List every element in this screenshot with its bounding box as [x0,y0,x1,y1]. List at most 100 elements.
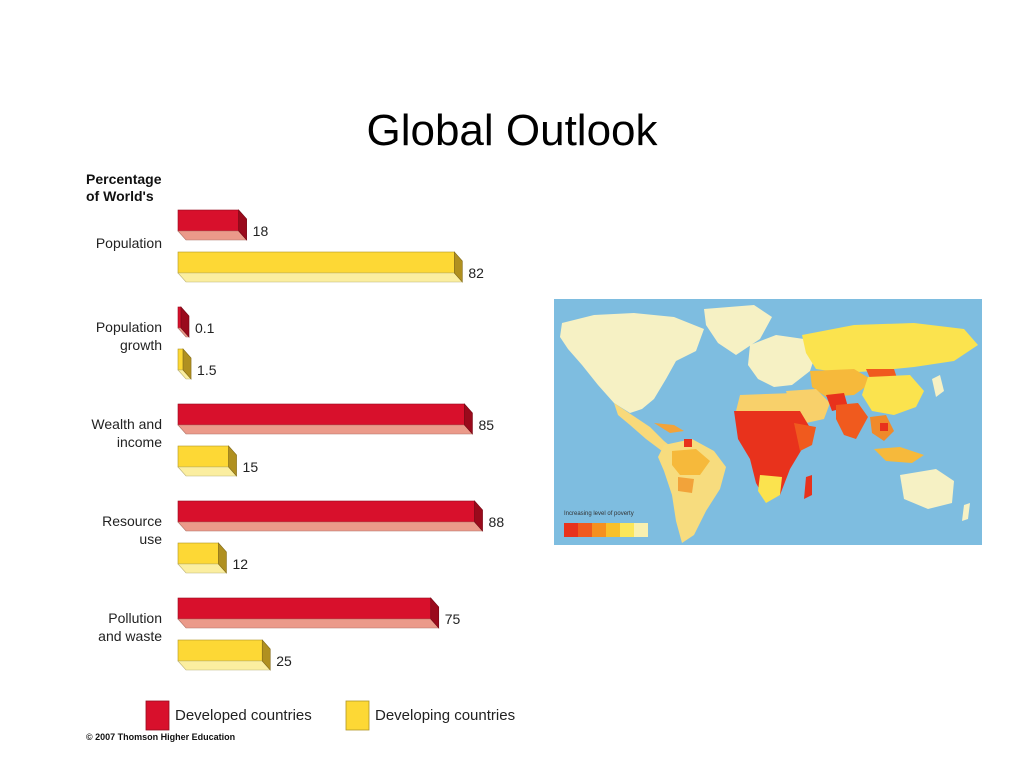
bar-face [177,306,182,329]
category-label: growth [120,337,162,353]
map-australia [900,469,954,509]
legend-swatch [345,700,370,731]
map-greenland [704,305,772,355]
legend-swatch [145,700,170,731]
bar-value-label: 1.5 [197,362,217,378]
map-india [836,403,868,439]
map-japan [932,375,944,397]
category-label: and waste [98,628,162,644]
bar [177,639,271,671]
category-label: Population [96,319,162,335]
bar [177,542,228,574]
map-image [554,299,982,545]
bar [177,500,484,532]
bar-base [177,563,228,574]
bar-side [180,306,190,338]
chart-heading-line: Percentage [86,171,162,187]
category-labels: Population Population growth Wealth and inco… [91,235,162,644]
bar [177,445,238,477]
copyright-text: © 2007 Thomson Higher Education [86,732,235,742]
category-label: Resource [102,513,162,529]
bar-base [177,618,440,629]
bar-face [177,348,184,371]
bar-side [238,209,247,241]
bar-side [474,500,483,532]
bar-value-label: 88 [489,514,505,530]
map-sahel-africa [734,411,812,501]
poverty-scale-swatch [564,523,578,537]
category-label: income [117,434,162,450]
bar [177,251,464,283]
bar-base [177,424,474,435]
bar-side [430,597,440,629]
map-madagascar [804,475,812,499]
bar-value-label: 82 [468,265,484,281]
chart-heading-line: of World's [86,188,154,204]
bar-side [261,639,271,671]
map-bolivia [678,477,694,493]
bar-base [177,272,464,283]
bar-face [177,639,263,662]
poverty-scale-swatch [634,523,648,537]
bar-value-label: 0.1 [195,320,215,336]
map-south-africa [758,475,782,503]
bar-face [177,445,229,468]
bar-value-label: 12 [232,556,248,572]
bar-face [177,403,465,426]
bar-face [177,597,432,620]
poverty-scale [564,523,648,537]
bar-value-label: 18 [253,223,269,239]
map-new-zealand [962,503,970,521]
legend-label: Developed countries [175,707,312,724]
bars: 18 0.1 85 88 75 82 1.5 15 12 25 [177,209,505,671]
map-legend-label: Increasing level of poverty [564,511,634,517]
bar [177,348,192,380]
bar-value-label: 75 [445,611,461,627]
map-north-america [560,313,704,413]
map-central-asia [810,369,874,397]
bar [177,597,440,629]
map-east-africa [794,423,816,451]
bar-value-label: 85 [478,417,494,433]
bar [177,209,248,241]
bar-face [177,500,475,523]
map-indonesia [874,447,924,463]
bar [177,306,190,338]
category-label: Population [96,235,162,251]
map-guyana [684,439,692,447]
bar-value-label: 15 [243,459,259,475]
bar-value-label: 25 [276,653,292,669]
bar-base [177,521,484,532]
poverty-scale-swatch [620,523,634,537]
map-cambodia [880,423,888,431]
copyright-note: © 2007 Thomson Higher Education [86,732,235,742]
category-label: Pollution [108,610,162,626]
bar-side [454,251,463,283]
map-amazon [672,449,710,475]
bar-base [177,230,248,241]
legend-label: Developing countries [375,707,515,724]
map-central-america [614,403,674,451]
bar-base [177,660,271,671]
world-poverty-map: Increasing level of poverty [554,299,982,545]
slide-title: Global Outlook [366,106,658,155]
map-russia [802,323,978,373]
chart-legend: Developed countries Developing countries [145,700,515,731]
map-caribbean [654,423,684,433]
map-europe [748,335,816,387]
bar-side [182,348,192,380]
bar-face [177,251,455,274]
poverty-scale-swatch [578,523,592,537]
bar-base [177,466,238,477]
bar [177,403,474,435]
bar-face [177,542,219,565]
category-label: Wealth and [91,416,162,432]
bar-face [177,209,239,232]
bar-side [464,403,473,435]
category-label: use [139,531,162,547]
poverty-scale-swatch [592,523,606,537]
poverty-scale-swatch [606,523,620,537]
map-china [862,375,924,415]
